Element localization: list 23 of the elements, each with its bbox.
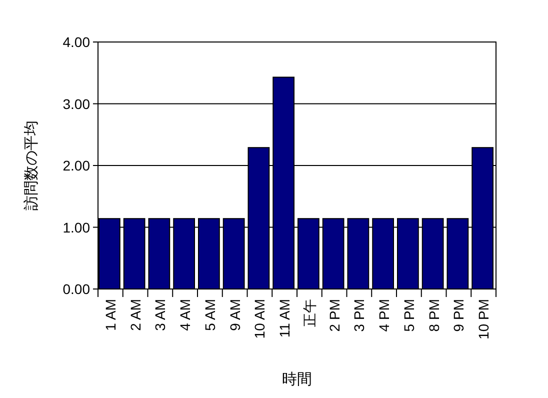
x-tick-label: 9 PM	[450, 299, 467, 332]
x-tick-label: 5 PM	[400, 299, 417, 332]
x-tick-label: 11 AM	[276, 299, 293, 338]
x-tick-label: 1 AM	[102, 299, 118, 331]
x-tick-label: 正午	[301, 299, 318, 327]
y-tick-label: 4.00	[62, 34, 90, 50]
x-tick-label: 10 AM	[252, 299, 268, 339]
y-tick-label: 3.00	[62, 96, 90, 112]
x-tick-label: 4 PM	[376, 299, 392, 332]
x-tick-label: 5 AM	[202, 299, 218, 331]
x-tick-label: 10 PM	[476, 299, 492, 340]
y-tick-label: 2.00	[62, 158, 90, 174]
y-tick-label: 1.00	[62, 219, 90, 236]
x-tick-label: 3 PM	[351, 299, 368, 332]
x-tick-label: 3 AM	[152, 299, 168, 331]
x-tick-label: 9 AM	[226, 299, 243, 331]
x-tick-label: 2 AM	[127, 299, 144, 331]
y-axis-title: 訪問数の平均	[23, 120, 40, 210]
x-axis-title: 時間	[282, 371, 312, 388]
x-tick-label: 2 PM	[326, 299, 342, 332]
x-tick-label: 4 AM	[177, 299, 194, 331]
y-tick-label: 0.00	[62, 281, 90, 297]
x-tick-label: 8 PM	[426, 299, 442, 332]
